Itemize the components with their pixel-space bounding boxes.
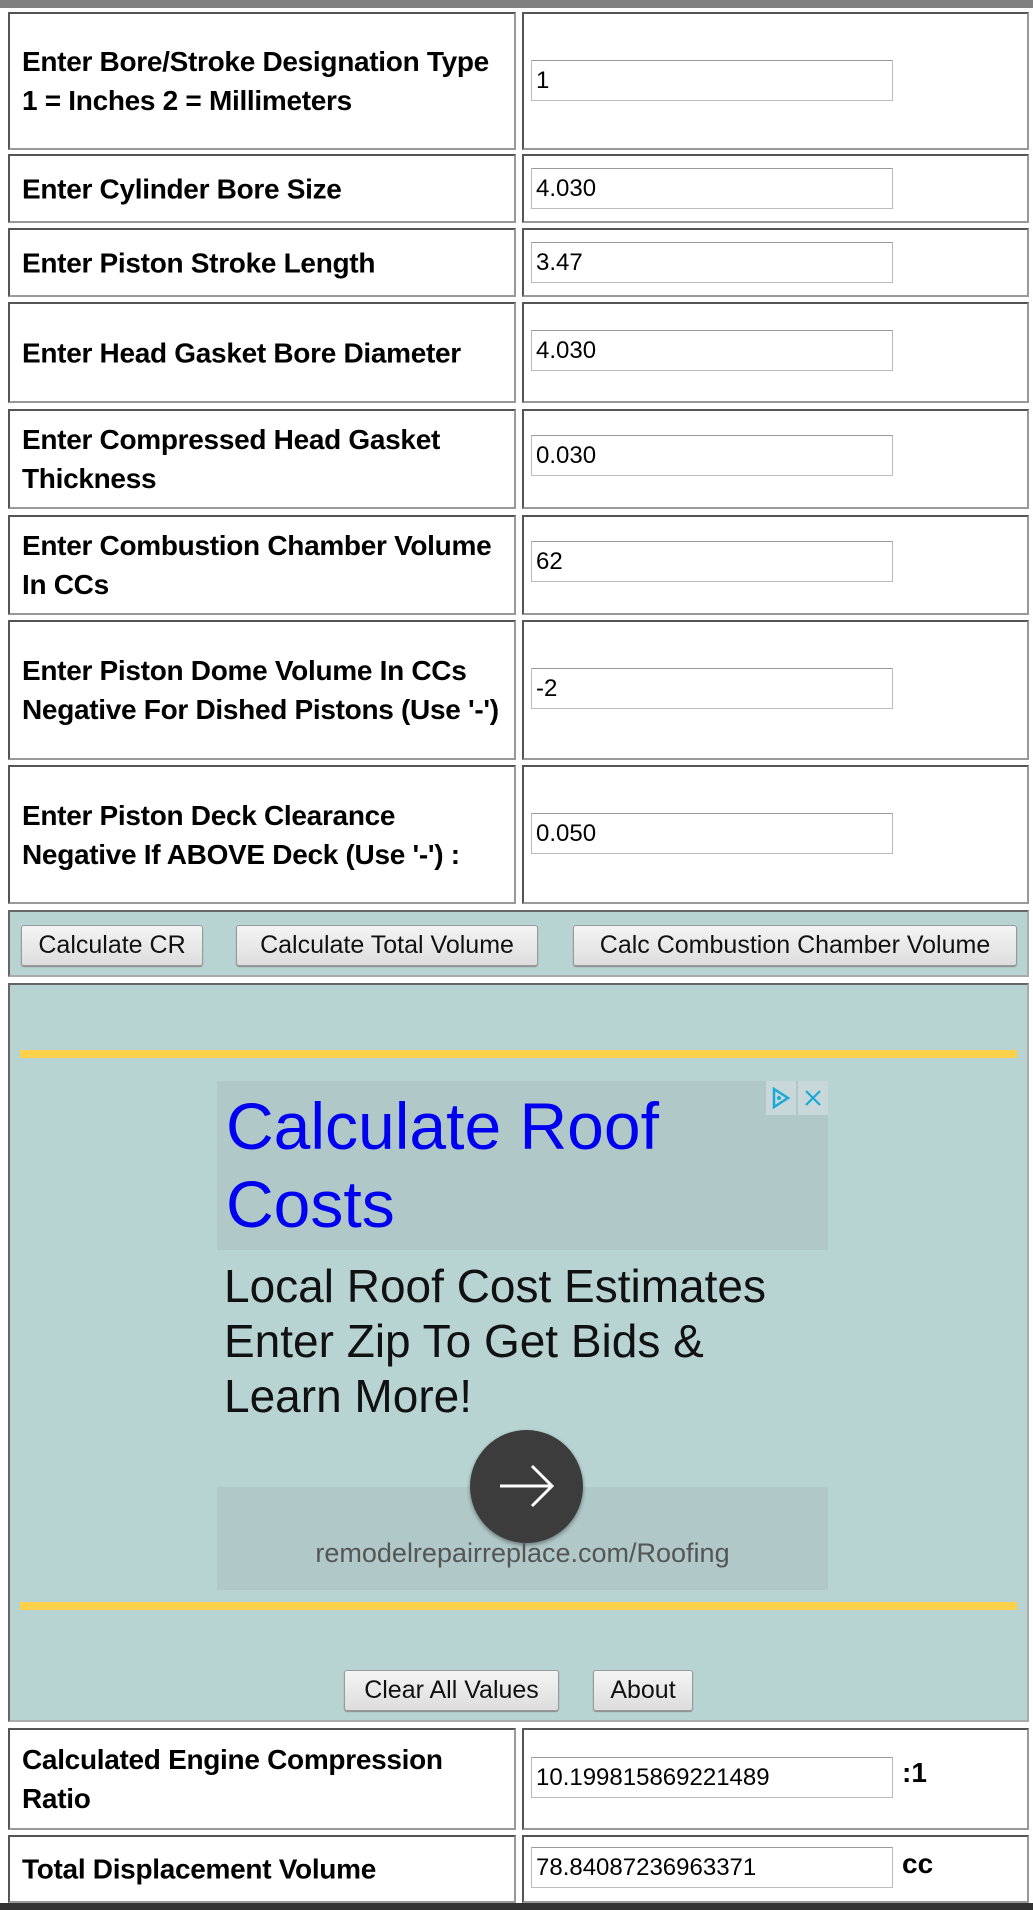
displacement-unit: cc [902,1848,934,1879]
displacement-output[interactable] [531,1847,893,1888]
deck-label: Enter Piston Deck Clearance Negative If … [22,799,460,870]
gasket-bore-input[interactable] [531,330,893,371]
ad-url[interactable]: remodelrepairreplace.com/Roofing [315,1538,730,1568]
stroke-input[interactable] [531,242,893,283]
label-cell-displacement: Total Displacement Volume [8,1835,516,1903]
ad-go-button[interactable] [470,1430,583,1543]
designation-input[interactable] [531,60,893,101]
label-cell-chamber: Enter Combustion Chamber Volume In CCs [8,515,516,615]
about-button[interactable]: About [593,1670,693,1711]
adchoices-icon[interactable] [766,1081,796,1115]
deck-input[interactable] [531,813,893,854]
label-cell-deck: Enter Piston Deck Clearance Negative If … [8,765,516,904]
top-bar [0,0,1033,8]
close-icon[interactable] [798,1081,828,1115]
clear-all-values-button[interactable]: Clear All Values [344,1670,559,1711]
dome-label: Enter Piston Dome Volume In CCs Negative… [22,655,499,725]
ad-choices[interactable] [764,1081,828,1115]
ad-divider-top [20,1050,1017,1058]
chamber-label: Enter Combustion Chamber Volume In CCs [22,530,492,600]
ad-banner[interactable]: Calculate Roof Costs Local Roof Cost Est… [217,1081,828,1590]
designation-label-line2: 1 = Inches 2 = Millimeters [22,85,352,116]
label-cell-gasket-bore: Enter Head Gasket Bore Diameter [8,302,516,403]
dome-input[interactable] [531,668,893,709]
calculate-cr-button[interactable]: Calculate CR [21,925,203,966]
label-cell-gasket-thickness: Enter Compressed Head Gasket Thickness [8,409,516,509]
gasket-thickness-input[interactable] [531,435,893,476]
stroke-label: Enter Piston Stroke Length [22,247,376,278]
ad-title[interactable]: Calculate Roof Costs [226,1089,659,1241]
compression-ratio-output[interactable] [531,1757,893,1798]
bore-label: Enter Cylinder Bore Size [22,173,342,204]
bore-input[interactable] [531,168,893,209]
gasket-thickness-label: Enter Compressed Head Gasket Thickness [22,424,440,494]
designation-label: Enter Bore/Stroke Designation Type 1 = In… [22,42,506,120]
designation-label-line1: Enter Bore/Stroke Designation Type [22,46,489,77]
ad-body: Local Roof Cost Estimates Enter Zip To G… [224,1260,767,1422]
bottom-bar [0,1903,1033,1910]
label-cell-designation: Enter Bore/Stroke Designation Type 1 = In… [8,12,516,150]
chamber-input[interactable] [531,541,893,582]
label-cell-bore: Enter Cylinder Bore Size [8,154,516,223]
label-cell-dome: Enter Piston Dome Volume In CCs Negative… [8,620,516,760]
compression-ratio-unit: :1 [902,1757,927,1788]
calculate-total-volume-button[interactable]: Calculate Total Volume [236,925,538,966]
ad-divider-bottom [20,1602,1017,1610]
compression-ratio-label: Calculated Engine Compression Ratio [22,1744,443,1814]
label-cell-stroke: Enter Piston Stroke Length [8,228,516,297]
calc-combustion-chamber-button[interactable]: Calc Combustion Chamber Volume [573,925,1017,966]
displacement-label: Total Displacement Volume [22,1853,376,1885]
label-cell-compression-ratio: Calculated Engine Compression Ratio [8,1728,516,1830]
arrow-right-icon [500,1464,555,1508]
gasket-bore-label: Enter Head Gasket Bore Diameter [22,337,461,368]
ad-header [217,1081,828,1250]
